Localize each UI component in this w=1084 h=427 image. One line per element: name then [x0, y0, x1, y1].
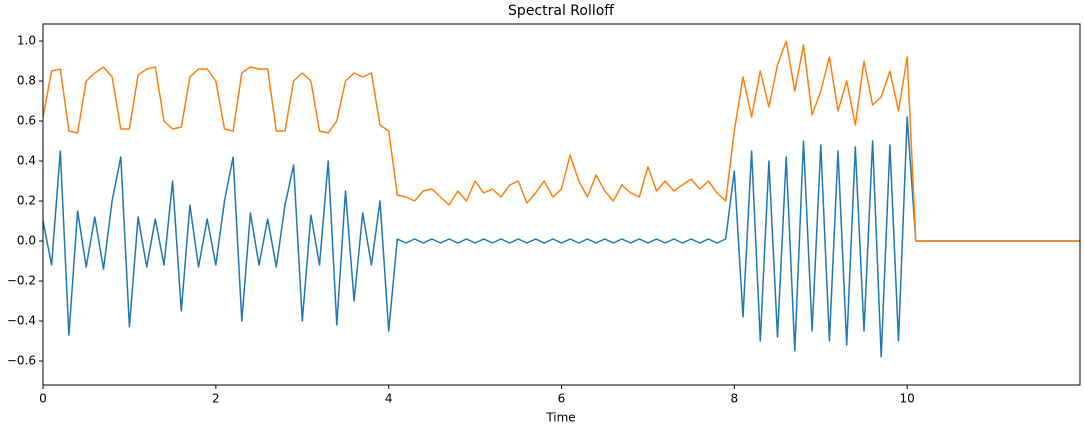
x-tick-label: 4: [385, 392, 393, 406]
y-tick-label: 0.6: [17, 114, 36, 128]
x-tick-label: 8: [731, 392, 739, 406]
x-tick-label: 0: [39, 392, 47, 406]
y-tick-label: 0.8: [17, 74, 36, 88]
y-tick-label: 0.2: [17, 194, 36, 208]
x-tick-label: 6: [558, 392, 566, 406]
y-tick-label: −0.2: [7, 274, 36, 288]
series-line: [42, 116, 1080, 358]
x-tick-label: 2: [212, 392, 220, 406]
plot-frame: [42, 23, 1081, 386]
y-tick-label: 0.4: [17, 154, 36, 168]
x-tick-label: 10: [900, 392, 915, 406]
x-axis-label: Time: [545, 411, 575, 425]
chart-title: Spectral Rolloff: [508, 3, 614, 19]
y-tick-label: −0.6: [7, 354, 36, 368]
y-tick-label: −0.4: [7, 314, 36, 328]
y-tick-label: 0.0: [17, 234, 36, 248]
y-tick-label: 1.0: [17, 34, 36, 48]
series-line: [42, 40, 1080, 242]
